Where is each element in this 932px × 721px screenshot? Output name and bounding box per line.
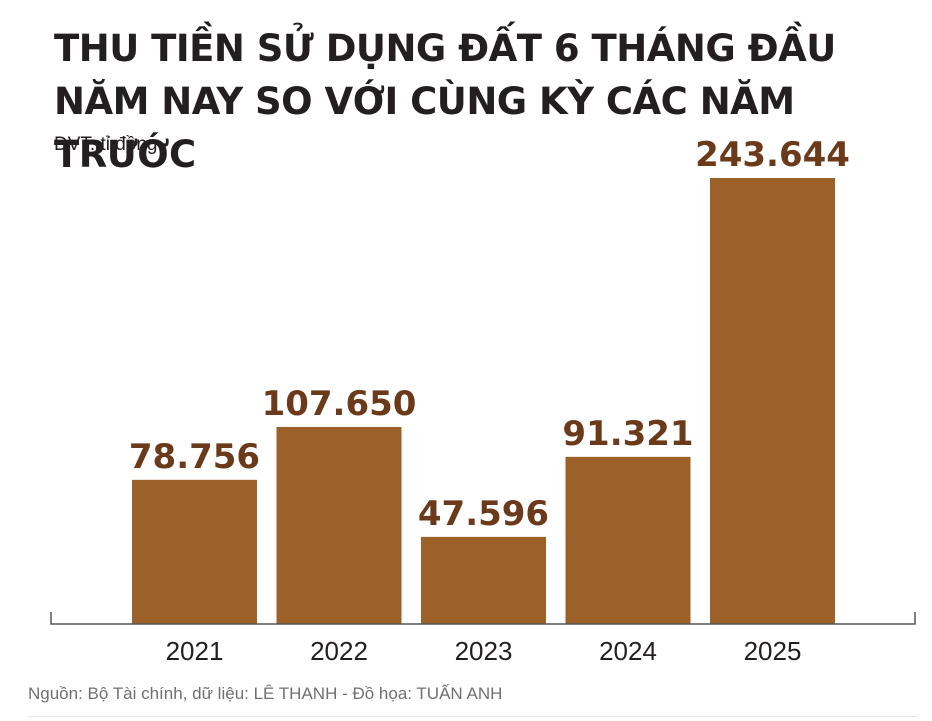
x-tick-label-2023: 2023: [455, 636, 513, 666]
bar-2024: [565, 456, 691, 624]
bar-2025: [710, 178, 835, 624]
value-label-2023: 47.596: [418, 494, 549, 534]
x-tick-labels-layer: 2021 2022 2023 2024 2025: [166, 636, 802, 666]
value-label-2024: 91.321: [562, 414, 693, 454]
value-label-2021: 78.756: [129, 437, 260, 477]
bar-2023: [421, 536, 546, 624]
value-label-2025: 243.644: [695, 135, 850, 175]
bar-2021: [132, 479, 257, 624]
chart-title: THU TIỀN SỬ DỤNG ĐẤT 6 THÁNG ĐẦU NĂM NAY…: [54, 27, 836, 176]
bar-2022: [276, 426, 402, 624]
source-note: Nguồn: Bộ Tài chính, dữ liệu: LÊ THANH -…: [28, 684, 503, 703]
x-tick-label-2025: 2025: [744, 636, 802, 666]
bottom-divider: [28, 716, 918, 717]
x-tick-label-2021: 2021: [166, 636, 224, 666]
value-label-2022: 107.650: [262, 384, 417, 424]
unit-label: ĐVT: tỉ đồng: [54, 134, 158, 155]
x-axis: [50, 612, 916, 625]
x-tick-label-2024: 2024: [599, 636, 657, 666]
bars-layer: [132, 178, 835, 624]
x-axis-line: [50, 612, 916, 625]
x-tick-label-2022: 2022: [310, 636, 368, 666]
